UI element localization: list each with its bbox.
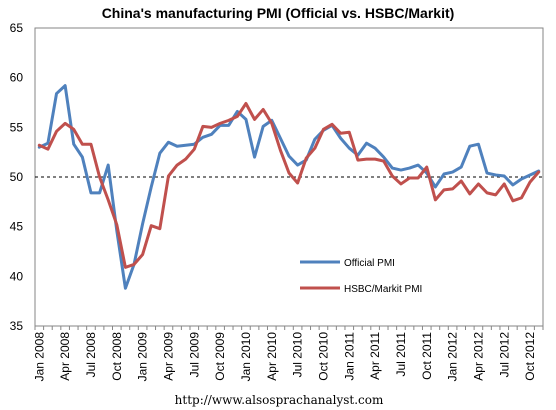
x-tick-label: Apr 2010	[265, 332, 279, 381]
x-tick-label: Apr 2012	[471, 332, 485, 381]
x-tick-label: Jul 2012	[497, 332, 511, 378]
x-tick-label: Oct 2011	[420, 332, 434, 380]
y-tick-label: 55	[10, 120, 24, 134]
series-line-official-pmi	[37, 84, 541, 290]
x-tick-label: Apr 2008	[58, 332, 72, 381]
y-tick-label: 40	[10, 269, 24, 283]
x-tick-label: Apr 2011	[368, 332, 382, 380]
x-tick-label: Jul 2010	[291, 332, 305, 378]
legend: Official PMI HSBC/Markit PMI	[300, 258, 422, 295]
x-tick-label: Jan 2010	[239, 332, 253, 382]
legend-label: Official PMI	[344, 258, 395, 269]
x-tick-label: Jan 2009	[136, 332, 150, 382]
y-tick-label: 50	[10, 170, 24, 184]
x-tick-label: Jan 2008	[32, 332, 46, 382]
y-tick-label: 35	[10, 319, 24, 333]
y-tick-label: 65	[10, 21, 24, 35]
x-tick-label: Jan 2012	[446, 332, 460, 382]
y-tick-label: 45	[10, 220, 24, 234]
x-tick-label: Oct 2009	[213, 332, 227, 381]
chart-title: China's manufacturing PMI (Official vs. …	[102, 5, 455, 21]
x-tick-label: Jul 2008	[84, 332, 98, 378]
x-tick-label: Jul 2009	[187, 332, 201, 378]
x-tick-label: Jul 2011	[394, 332, 408, 377]
x-tick-label: Apr 2009	[161, 332, 175, 381]
legend-label: HSBC/Markit PMI	[344, 284, 422, 295]
y-axis: 35 40 45 50 55 60 65	[10, 21, 24, 333]
y-tick-label: 60	[10, 71, 24, 85]
x-tick-label: Oct 2010	[316, 332, 330, 381]
x-tick-label: Jan 2011	[342, 332, 356, 381]
source-url: http://www.alsosprachanalyst.com	[175, 393, 384, 407]
x-tick-label: Oct 2008	[110, 332, 124, 381]
series-line-hsbc-markit-pmi	[37, 101, 541, 269]
series-group	[37, 84, 541, 290]
x-axis: Jan 2008 Apr 2008 Jul 2008 Oct 2008 Jan 2009…	[32, 326, 544, 382]
x-tick-label: Oct 2012	[523, 332, 537, 381]
